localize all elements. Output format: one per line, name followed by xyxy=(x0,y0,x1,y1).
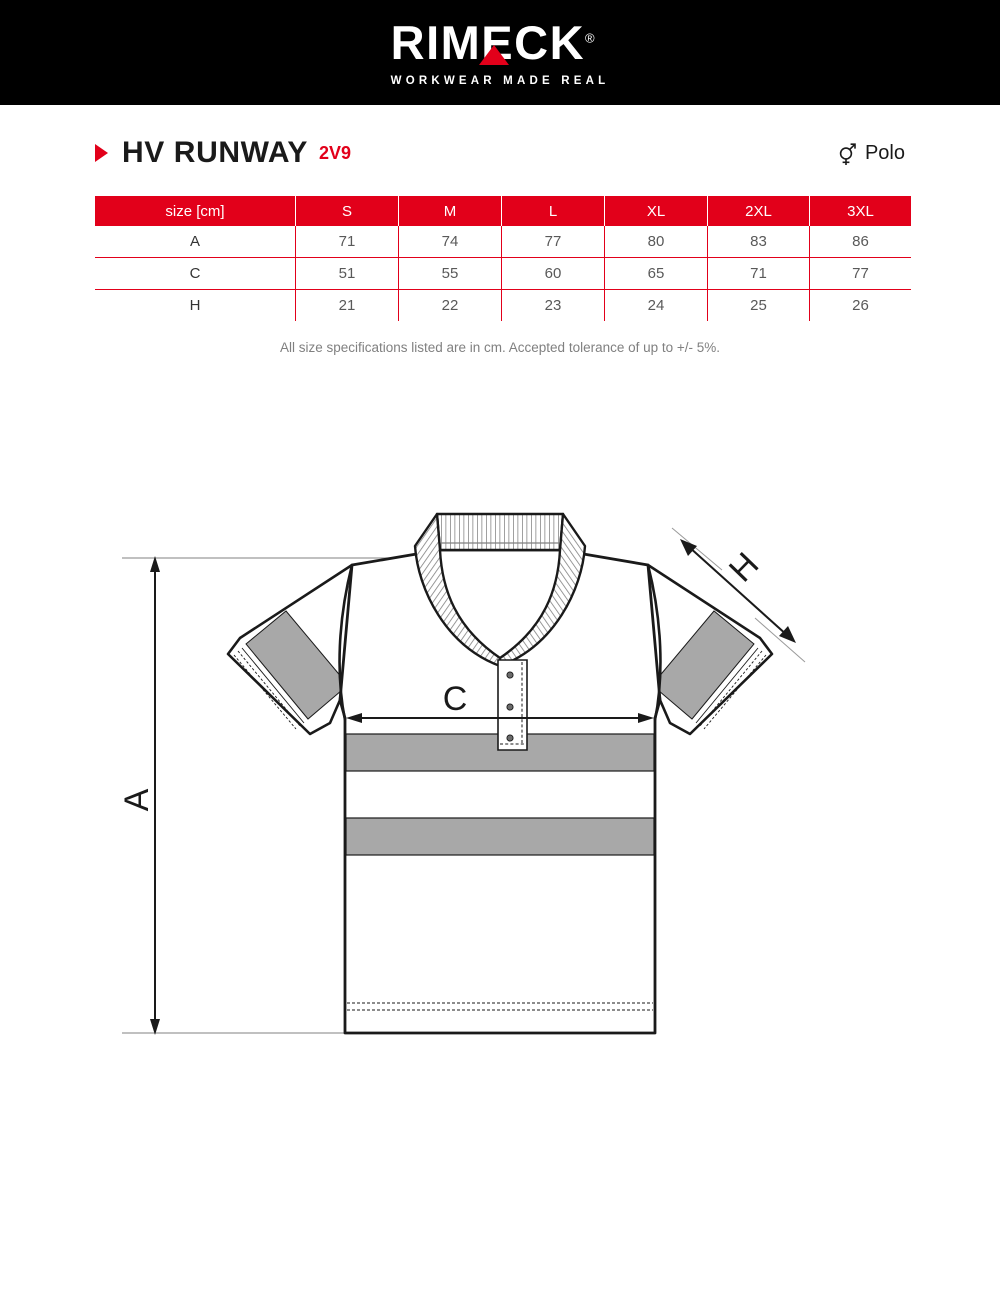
table-header-row: size [cm] S M L XL 2XL 3XL xyxy=(95,196,911,226)
brand-wordmark: RIMECK® xyxy=(391,19,610,66)
size-chart-table: size [cm] S M L XL 2XL 3XL A 71 74 77 80… xyxy=(95,196,911,321)
table-header-2xl: 2XL xyxy=(707,196,810,226)
cell-c-3xl: 77 xyxy=(809,257,911,290)
garment-technical-drawing: A C H xyxy=(0,470,1000,1110)
cell-c-l: 60 xyxy=(501,257,605,290)
cell-c-2xl: 71 xyxy=(707,257,810,290)
dimension-label-c: C xyxy=(443,680,468,718)
right-sleeve xyxy=(646,563,774,736)
table-header-l: L xyxy=(501,196,605,226)
table-header-s: S xyxy=(295,196,399,226)
table-row: C 51 55 60 65 71 77 xyxy=(95,257,911,290)
table-row: A 71 74 77 80 83 86 xyxy=(95,226,911,258)
cell-h-2xl: 25 xyxy=(707,289,810,321)
cell-a-m: 74 xyxy=(398,226,502,258)
dimension-a: A xyxy=(118,556,160,1035)
table-row: H 21 22 23 24 25 26 xyxy=(95,289,911,321)
row-label-c: C xyxy=(95,257,296,290)
brand-header-bar: RIMECK® WORKWEAR MADE REAL xyxy=(0,0,1000,105)
shirt-body xyxy=(338,548,662,1035)
button-icon xyxy=(506,734,514,742)
left-sleeve xyxy=(226,563,354,736)
cell-a-xl: 80 xyxy=(604,226,708,258)
product-category-label: Polo xyxy=(864,141,905,164)
button-icon xyxy=(506,671,514,679)
product-title-row: HV RUNWAY 2V9 Polo xyxy=(95,133,905,173)
polo-shirt-svg: A C H xyxy=(118,512,806,1035)
cell-c-s: 51 xyxy=(295,257,399,290)
cell-a-s: 71 xyxy=(295,226,399,258)
cell-a-2xl: 83 xyxy=(707,226,810,258)
cell-c-m: 55 xyxy=(398,257,502,290)
page-title: HV RUNWAY xyxy=(122,136,308,169)
row-label-a: A xyxy=(95,226,296,258)
brand-tagline: WORKWEAR MADE REAL xyxy=(390,74,610,87)
tolerance-note: All size specifications listed are in cm… xyxy=(279,340,721,355)
product-category-group: Polo xyxy=(837,140,905,166)
cell-h-xl: 24 xyxy=(604,289,708,321)
polo-collar xyxy=(413,512,587,668)
unisex-symbol-icon xyxy=(837,140,857,166)
table-header-m: M xyxy=(398,196,502,226)
registered-trademark-icon: ® xyxy=(585,29,595,45)
cell-h-s: 21 xyxy=(295,289,399,321)
product-title-group: HV RUNWAY 2V9 xyxy=(95,138,351,168)
cell-a-3xl: 86 xyxy=(809,226,911,258)
button-icon xyxy=(506,703,514,711)
cell-c-xl: 65 xyxy=(604,257,708,290)
cell-h-3xl: 26 xyxy=(852,297,869,314)
table-header-3xl: 3XL xyxy=(809,196,911,226)
cell-h-m: 22 xyxy=(398,289,502,321)
cell-h-l: 23 xyxy=(501,289,605,321)
logo-triangle-icon xyxy=(478,44,509,65)
dimension-label-a: A xyxy=(118,788,156,811)
cell-a-l: 77 xyxy=(501,226,605,258)
rimeck-logo: RIMECK® WORKWEAR MADE REAL xyxy=(391,19,610,87)
dimension-c: C xyxy=(346,680,654,723)
product-code: 2V9 xyxy=(319,143,352,163)
table-header-xl: XL xyxy=(604,196,708,226)
table-header-size-label: size [cm] xyxy=(95,196,296,226)
row-label-h: H xyxy=(95,289,296,321)
button-placket xyxy=(497,659,528,751)
triangle-right-icon xyxy=(95,144,108,162)
